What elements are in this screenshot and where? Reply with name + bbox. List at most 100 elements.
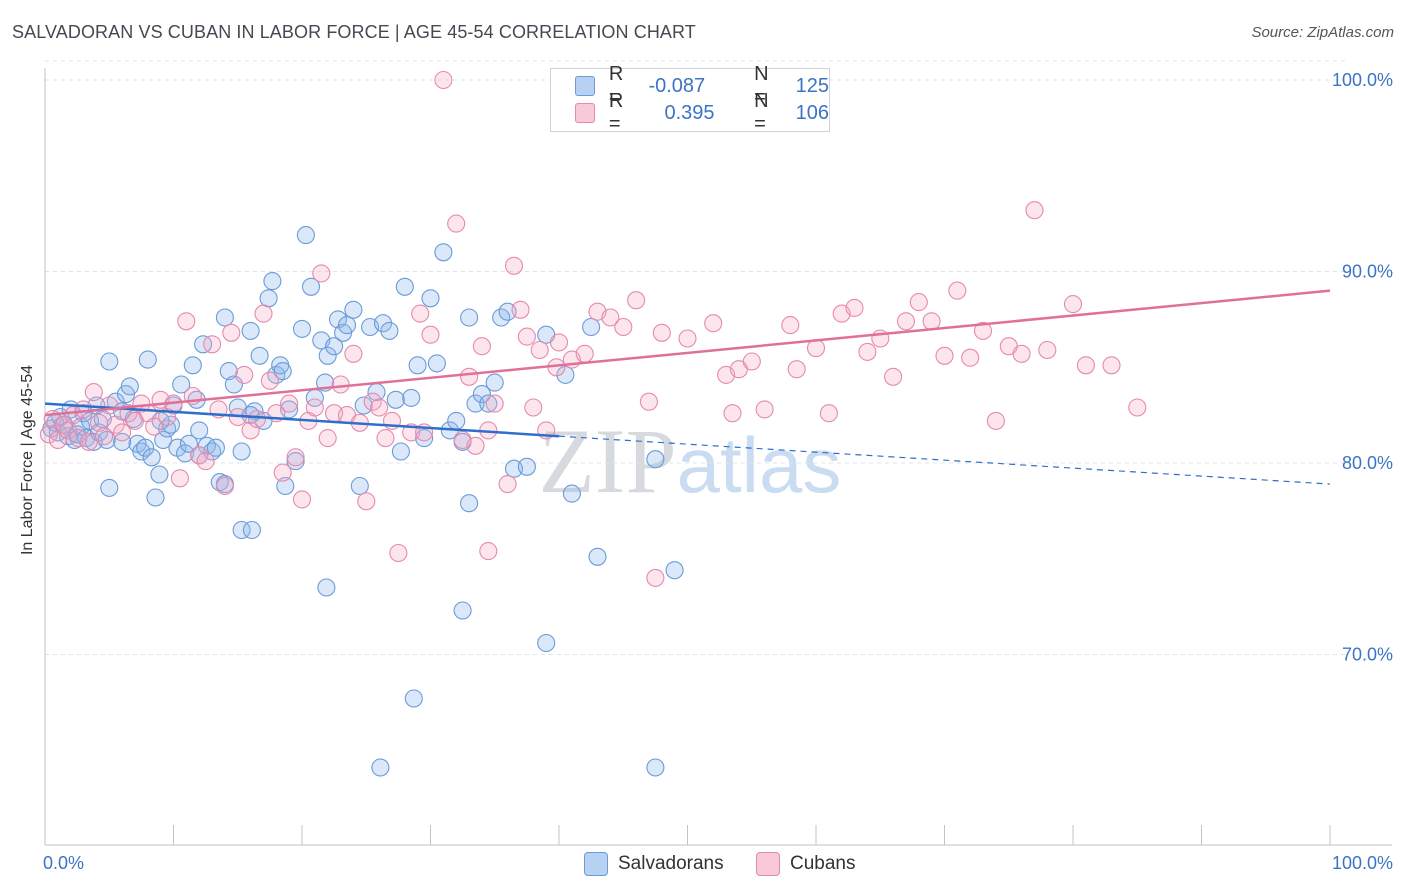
- cuban-point: [280, 394, 299, 413]
- y-tick-label: 100.0%: [1332, 70, 1393, 90]
- cuban-point: [1038, 340, 1057, 360]
- cuban-point: [254, 304, 273, 323]
- salvadoran-point: [172, 375, 191, 394]
- cuban-point: [787, 360, 806, 379]
- cuban-point: [1128, 398, 1147, 417]
- cuban-point: [935, 346, 954, 365]
- cuban-point: [504, 256, 524, 275]
- salvadoran-point: [250, 346, 269, 365]
- x-tick-label: 0.0%: [43, 853, 84, 873]
- n-label: N =: [754, 90, 769, 135]
- cuban-point: [1063, 295, 1083, 314]
- cuban-point: [884, 367, 903, 386]
- y-tick-label: 70.0%: [1342, 645, 1393, 665]
- salvadorans-legend-swatch: [584, 852, 608, 876]
- cuban-point: [498, 475, 517, 494]
- salvadoran-point: [292, 319, 312, 338]
- salvadoran-point: [215, 308, 234, 327]
- cuban-point: [286, 448, 305, 467]
- salvadoran-point: [646, 450, 665, 469]
- r-label: R =: [608, 90, 624, 135]
- cuban-point: [1076, 356, 1095, 375]
- cuban-point: [376, 429, 395, 448]
- salvadoran-point: [190, 421, 209, 440]
- salvadoran-point: [206, 438, 225, 457]
- salvadoran-point: [325, 337, 344, 356]
- cuban-point: [678, 329, 697, 348]
- cuban-point: [524, 398, 543, 417]
- salvadorans-swatch: [575, 76, 595, 96]
- cuban-point: [260, 371, 279, 390]
- cuban-point: [479, 542, 498, 561]
- salvadoran-point: [582, 317, 601, 337]
- salvadoran-point: [263, 272, 282, 291]
- cuban-point: [530, 340, 549, 360]
- salvadoran-point: [665, 561, 684, 580]
- legend-row-cubans: R = 0.395 N = 106: [575, 90, 829, 135]
- salvadoran-point: [179, 434, 198, 453]
- r-label: R =: [608, 63, 624, 108]
- salvadorans-trendline: [44, 402, 560, 438]
- data-points: [39, 70, 1147, 777]
- cuban-point: [472, 337, 491, 356]
- cuban-point: [370, 398, 389, 417]
- cuban-point: [1102, 356, 1121, 375]
- salvadoran-point: [100, 478, 119, 497]
- salvadoran-point: [241, 321, 260, 340]
- cuban-point: [723, 404, 742, 423]
- salvadoran-point: [380, 321, 399, 340]
- cuban-point: [305, 398, 324, 417]
- cuban-point: [781, 316, 800, 335]
- cuban-point: [196, 452, 215, 471]
- cuban-point: [858, 342, 877, 361]
- salvadoran-point: [328, 310, 348, 329]
- salvadoran-point: [273, 362, 292, 381]
- cuban-point: [704, 314, 723, 333]
- salvadoran-point: [154, 430, 173, 450]
- cubans-legend-swatch: [756, 852, 780, 876]
- cuban-point: [961, 348, 980, 367]
- legend-row-salvadorans: R = -0.087 N = 125: [575, 63, 829, 108]
- cuban-point: [1012, 344, 1031, 363]
- salvadoran-point: [588, 547, 607, 566]
- salvadoran-point: [460, 308, 479, 327]
- salvadoran-point: [113, 432, 132, 451]
- salvadoran-point: [427, 354, 446, 373]
- cuban-point: [100, 396, 119, 415]
- cuban-point: [331, 375, 350, 394]
- cuban-point: [742, 352, 761, 371]
- cubans-trendline: [44, 289, 1331, 417]
- cuban-point: [627, 291, 646, 310]
- chart-title: SALVADORAN VS CUBAN IN LABOR FORCE | AGE…: [12, 22, 696, 42]
- salvadoran-point: [408, 356, 427, 375]
- cuban-point: [466, 436, 485, 455]
- salvadoran-point: [276, 476, 295, 496]
- salvadoran-point: [317, 578, 336, 597]
- salvadoran-point: [120, 377, 139, 396]
- salvadoran-point: [344, 300, 363, 319]
- cuban-point: [357, 492, 376, 511]
- salvadorans-trendline-extension: [558, 435, 1331, 485]
- cuban-point: [411, 304, 430, 323]
- cuban-point: [652, 323, 671, 342]
- salvadoran-point: [479, 394, 498, 413]
- salvadoran-point: [301, 277, 321, 296]
- salvadoran-point: [286, 452, 305, 471]
- cubans-swatch: [575, 103, 595, 123]
- cuban-point: [203, 335, 222, 354]
- source-label: Source: ZipAtlas.com: [1251, 24, 1394, 41]
- watermark-zip: ZIP: [539, 410, 677, 512]
- salvadoran-point: [537, 633, 556, 653]
- axes: [44, 68, 1392, 846]
- cuban-point: [113, 423, 132, 442]
- salvadoran-point: [296, 226, 315, 245]
- salvadoran-point: [391, 442, 410, 461]
- salvadoran-point: [100, 352, 119, 371]
- cuban-point: [646, 568, 665, 587]
- cuban-point: [170, 469, 189, 488]
- salvadorans-legend-label: Salvadorans: [618, 853, 724, 874]
- cuban-point: [215, 476, 234, 496]
- salvadoran-point: [176, 444, 195, 463]
- salvadoran-point: [434, 243, 453, 262]
